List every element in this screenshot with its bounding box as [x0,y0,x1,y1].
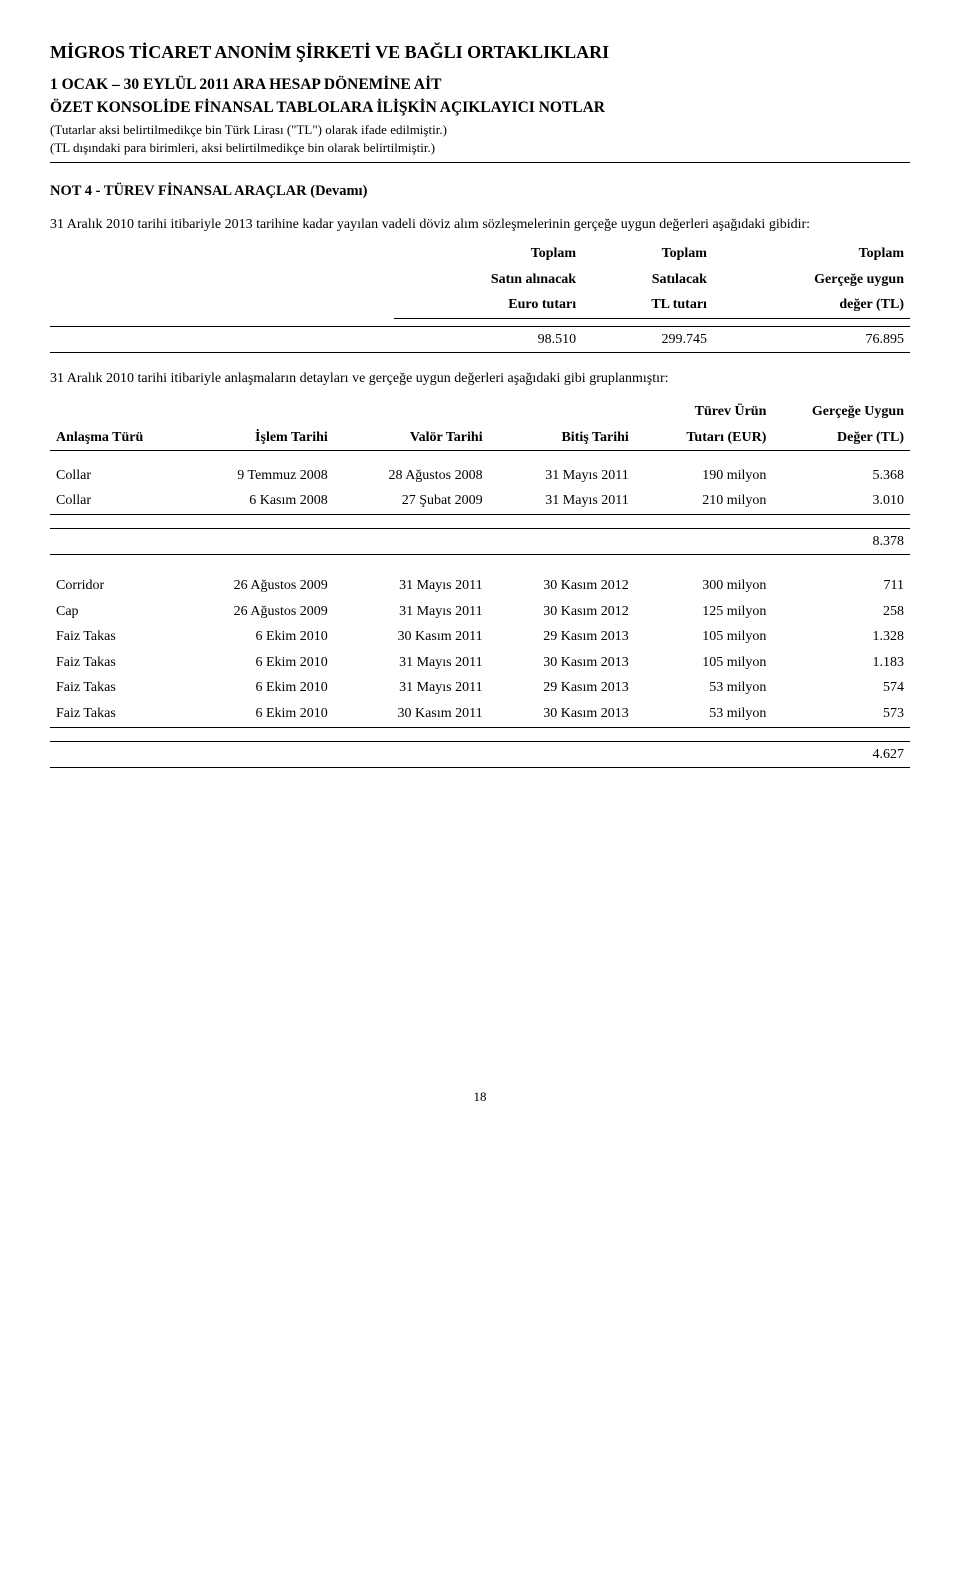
note-heading: NOT 4 - TÜREV FİNANSAL ARAÇLAR (Devamı) [50,181,910,201]
report-period: 1 OCAK – 30 EYLÜL 2011 ARA HESAP DÖNEMİN… [50,75,910,96]
cell-type: Cap [50,599,179,625]
t1-h2c1: Satın alınacak [394,267,582,293]
cell-bitis: 30 Kasım 2012 [489,599,635,625]
t1-h1c1: Toplam [394,241,582,267]
t1-h3c2: TL tutarı [582,292,713,318]
cell-deger: 258 [772,599,910,625]
note-intro: 31 Aralık 2010 tarihi itibariyle 2013 ta… [50,215,910,235]
cell-deger: 1.183 [772,650,910,676]
cell-tutar: 105 milyon [635,650,773,676]
cell-tutar: 210 milyon [635,488,773,514]
cell-type: Faiz Takas [50,624,179,650]
page-number: 18 [50,1088,910,1106]
t1-v1: 98.510 [394,326,582,353]
t1-h1c2: Toplam [582,241,713,267]
cell-bitis: 30 Kasım 2013 [489,650,635,676]
subhead-2: 31 Aralık 2010 tarihi itibariyle anlaşma… [50,369,910,389]
cell-tutar: 105 milyon [635,624,773,650]
header-divider [50,162,910,163]
t2-h-gercege2: Değer (TL) [772,425,910,451]
cell-type: Faiz Takas [50,650,179,676]
header-subnote-2: (TL dışındaki para birimleri, aksi belir… [50,139,910,157]
cell-valor: 30 Kasım 2011 [334,701,489,727]
cell-tutar: 190 milyon [635,463,773,489]
cell-islem: 6 Ekim 2010 [179,675,334,701]
t1-h2c3: Gerçeğe uygun [713,267,910,293]
cell-type: Collar [50,488,179,514]
cell-bitis: 31 Mayıs 2011 [489,463,635,489]
t2-h-anlasma: Anlaşma Türü [50,425,179,451]
cell-islem: 6 Kasım 2008 [179,488,334,514]
t2-h-gercege1: Gerçeğe Uygun [772,399,910,425]
t1-h1c3: Toplam [713,241,910,267]
cell-bitis: 29 Kasım 2013 [489,675,635,701]
cell-valor: 31 Mayıs 2011 [334,599,489,625]
t2-h-valor: Valör Tarihi [334,425,489,451]
table-row: Collar 6 Kasım 2008 27 Şubat 2009 31 May… [50,488,910,514]
cell-deger: 711 [772,573,910,599]
fx-summary-table: Toplam Toplam Toplam Satın alınacak Satı… [50,241,910,353]
cell-bitis: 31 Mayıs 2011 [489,488,635,514]
cell-islem: 26 Ağustos 2009 [179,599,334,625]
table-row: Corridor 26 Ağustos 2009 31 Mayıs 2011 3… [50,573,910,599]
table-row: Faiz Takas 6 Ekim 2010 30 Kasım 2011 30 … [50,701,910,727]
t2-h-turev2: Tutarı (EUR) [635,425,773,451]
t1-h3c3: değer (TL) [713,292,910,318]
table-row: Collar 9 Temmuz 2008 28 Ağustos 2008 31 … [50,463,910,489]
t1-h3c1: Euro tutarı [394,292,582,318]
cell-tutar: 53 milyon [635,675,773,701]
cell-valor: 28 Ağustos 2008 [334,463,489,489]
subtotal-b: 4.627 [772,741,910,768]
cell-bitis: 30 Kasım 2013 [489,701,635,727]
table-row: Cap 26 Ağustos 2009 31 Mayıs 2011 30 Kas… [50,599,910,625]
cell-valor: 27 Şubat 2009 [334,488,489,514]
table-row: Faiz Takas 6 Ekim 2010 31 Mayıs 2011 30 … [50,650,910,676]
cell-bitis: 30 Kasım 2012 [489,573,635,599]
cell-valor: 31 Mayıs 2011 [334,650,489,676]
subtotal-a: 8.378 [772,528,910,555]
cell-islem: 6 Ekim 2010 [179,650,334,676]
cell-type: Corridor [50,573,179,599]
cell-islem: 6 Ekim 2010 [179,701,334,727]
cell-deger: 5.368 [772,463,910,489]
cell-islem: 26 Ağustos 2009 [179,573,334,599]
t1-v3: 76.895 [713,326,910,353]
cell-deger: 3.010 [772,488,910,514]
header-subnote-1: (Tutarlar aksi belirtilmedikçe bin Türk … [50,121,910,139]
t2-h-turev1: Türev Ürün [635,399,773,425]
t2-h-bitis: Bitiş Tarihi [489,425,635,451]
cell-tutar: 125 milyon [635,599,773,625]
table-row: Faiz Takas 6 Ekim 2010 31 Mayıs 2011 29 … [50,675,910,701]
agreement-details-table: Türev Ürün Gerçeğe Uygun Anlaşma Türü İş… [50,399,910,768]
t1-h2c2: Satılacak [582,267,713,293]
t2-h-islem: İşlem Tarihi [179,425,334,451]
cell-deger: 574 [772,675,910,701]
cell-type: Collar [50,463,179,489]
cell-deger: 1.328 [772,624,910,650]
cell-valor: 31 Mayıs 2011 [334,573,489,599]
cell-type: Faiz Takas [50,675,179,701]
cell-bitis: 29 Kasım 2013 [489,624,635,650]
company-title: MİGROS TİCARET ANONİM ŞİRKETİ VE BAĞLI O… [50,40,910,65]
cell-valor: 30 Kasım 2011 [334,624,489,650]
cell-tutar: 53 milyon [635,701,773,727]
cell-deger: 573 [772,701,910,727]
cell-valor: 31 Mayıs 2011 [334,675,489,701]
report-subtitle: ÖZET KONSOLİDE FİNANSAL TABLOLARA İLİŞKİ… [50,98,910,119]
table-row: Faiz Takas 6 Ekim 2010 30 Kasım 2011 29 … [50,624,910,650]
cell-islem: 9 Temmuz 2008 [179,463,334,489]
cell-type: Faiz Takas [50,701,179,727]
cell-tutar: 300 milyon [635,573,773,599]
t1-v2: 299.745 [582,326,713,353]
cell-islem: 6 Ekim 2010 [179,624,334,650]
